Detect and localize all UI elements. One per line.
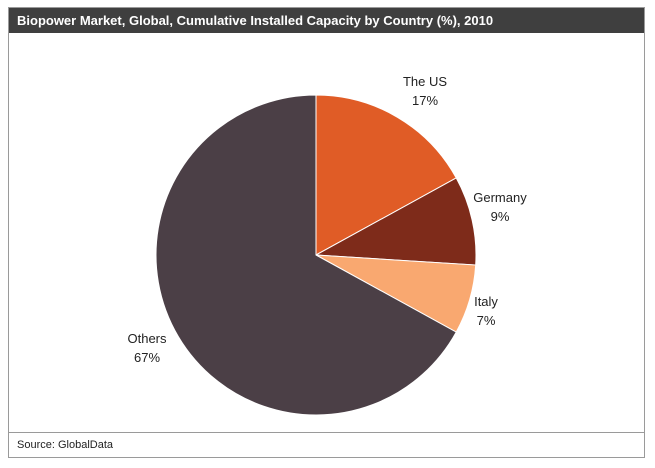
pie-slice-the-us xyxy=(315,94,457,256)
slice-label: Italy xyxy=(474,294,498,309)
slice-value-label: 67% xyxy=(134,350,160,365)
slice-value-label: 17% xyxy=(412,93,438,108)
pie-slice-germany xyxy=(314,177,477,266)
slice-label: The US xyxy=(403,74,447,89)
chart-title: Biopower Market, Global, Cumulative Inst… xyxy=(9,8,644,33)
source-divider xyxy=(9,432,644,433)
chart-source: Source: GlobalData xyxy=(17,439,113,451)
slice-value-label: 7% xyxy=(477,313,496,328)
slice-value-label: 9% xyxy=(491,209,510,224)
slice-label: Germany xyxy=(473,190,527,205)
slice-label: Others xyxy=(127,331,167,346)
pie-slice-others xyxy=(155,94,457,416)
